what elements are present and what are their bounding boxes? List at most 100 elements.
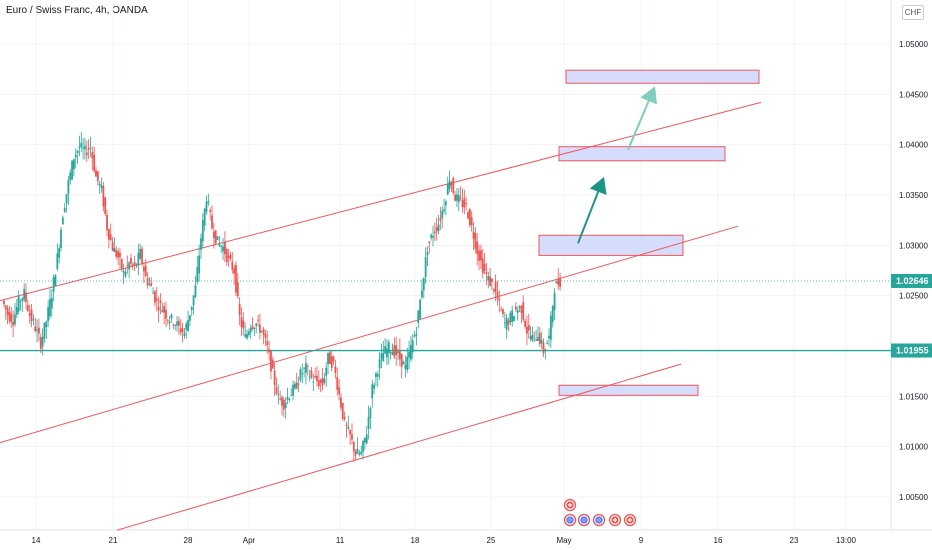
candle-up [544, 349, 547, 352]
candle-up [380, 353, 383, 359]
candle-down [479, 250, 482, 261]
candle-up [200, 238, 202, 250]
candle-down [478, 250, 480, 261]
candle-down [502, 309, 504, 314]
candle-up [555, 281, 558, 284]
candle-up [218, 243, 221, 246]
candle-down [233, 268, 236, 274]
candle-up [365, 434, 368, 444]
candle-up [371, 384, 374, 399]
candle-up [422, 277, 425, 291]
candle-down [130, 257, 132, 264]
candle-up [198, 255, 201, 274]
target-zone [558, 146, 726, 162]
candle-up [505, 317, 508, 330]
candle-up [255, 323, 258, 326]
candle-up [152, 292, 154, 294]
candle-down [163, 306, 166, 313]
candle-down [463, 198, 466, 208]
candle-down [476, 241, 479, 255]
candle-up [540, 340, 543, 344]
candle-up [417, 310, 420, 323]
channel-line [0, 225, 739, 444]
candle-down [172, 324, 175, 326]
candle-down [166, 320, 169, 322]
candle-down [85, 152, 88, 156]
candle-up [23, 289, 26, 300]
candle-up [369, 407, 372, 418]
candle-up [511, 310, 514, 323]
candle-up [305, 362, 307, 373]
candle-down [336, 376, 339, 390]
candle-down [450, 182, 453, 186]
candle-down [282, 399, 285, 410]
candle-down [439, 218, 442, 221]
time-tick-label: 11 [336, 536, 345, 545]
candle-up [220, 245, 223, 247]
currency-badge[interactable]: CHF [902, 5, 924, 20]
candle-up [139, 248, 142, 259]
candle-up [445, 201, 447, 206]
candle-up [457, 195, 460, 203]
candle-down [95, 170, 97, 177]
candle-down [12, 321, 15, 326]
candle-up [518, 306, 521, 308]
candle-down [224, 241, 226, 255]
candle-down [177, 320, 180, 326]
candle-down [131, 264, 134, 266]
candle-down [498, 299, 501, 301]
candle-down [209, 210, 212, 212]
candle-up [551, 306, 554, 323]
forecast-arrow [577, 176, 607, 244]
candle-up [406, 356, 409, 370]
candle-up [74, 154, 77, 158]
candle-down [319, 379, 322, 383]
candle-up [503, 322, 506, 324]
candle-down [465, 202, 468, 204]
candle-up [60, 229, 62, 248]
candle-down [428, 241, 431, 244]
candle-up [443, 209, 445, 212]
candle-down [6, 308, 9, 315]
candle-up [80, 142, 83, 148]
arrows-layer [577, 86, 658, 244]
candle-down [452, 177, 455, 193]
candle-down [10, 313, 13, 322]
candle-up [430, 234, 433, 238]
candle-down [142, 266, 145, 272]
price-tick-label: 1.01500 [899, 392, 928, 401]
candle-up [244, 334, 247, 337]
candle-down [165, 309, 167, 319]
candle-down [26, 305, 29, 312]
candle-up [247, 331, 250, 335]
candle-up [54, 275, 57, 286]
candle-down [155, 298, 158, 301]
candle-up [50, 297, 53, 309]
candle-down [106, 214, 108, 231]
candle-up [148, 283, 151, 285]
candle-down [314, 375, 317, 378]
time-tick-label: 14 [32, 536, 41, 545]
candles-layer [3, 132, 561, 462]
time-tick-label: 23 [790, 536, 799, 545]
candle-down [120, 259, 123, 270]
candle-up [100, 185, 103, 188]
candle-up [32, 319, 35, 321]
candle-down [533, 332, 536, 334]
candle-down [28, 313, 31, 316]
candle-up [65, 194, 68, 204]
candle-down [316, 375, 318, 382]
candle-up [192, 295, 195, 306]
candle-down [268, 349, 271, 353]
price-tick-label: 1.00500 [899, 493, 928, 502]
candle-down [351, 434, 353, 440]
candle-up [174, 325, 177, 327]
candle-up [537, 337, 539, 341]
lines-layer [0, 101, 891, 531]
candle-down [236, 282, 239, 297]
candle-up [58, 248, 61, 258]
candle-up [437, 224, 440, 231]
candle-down [330, 356, 333, 368]
